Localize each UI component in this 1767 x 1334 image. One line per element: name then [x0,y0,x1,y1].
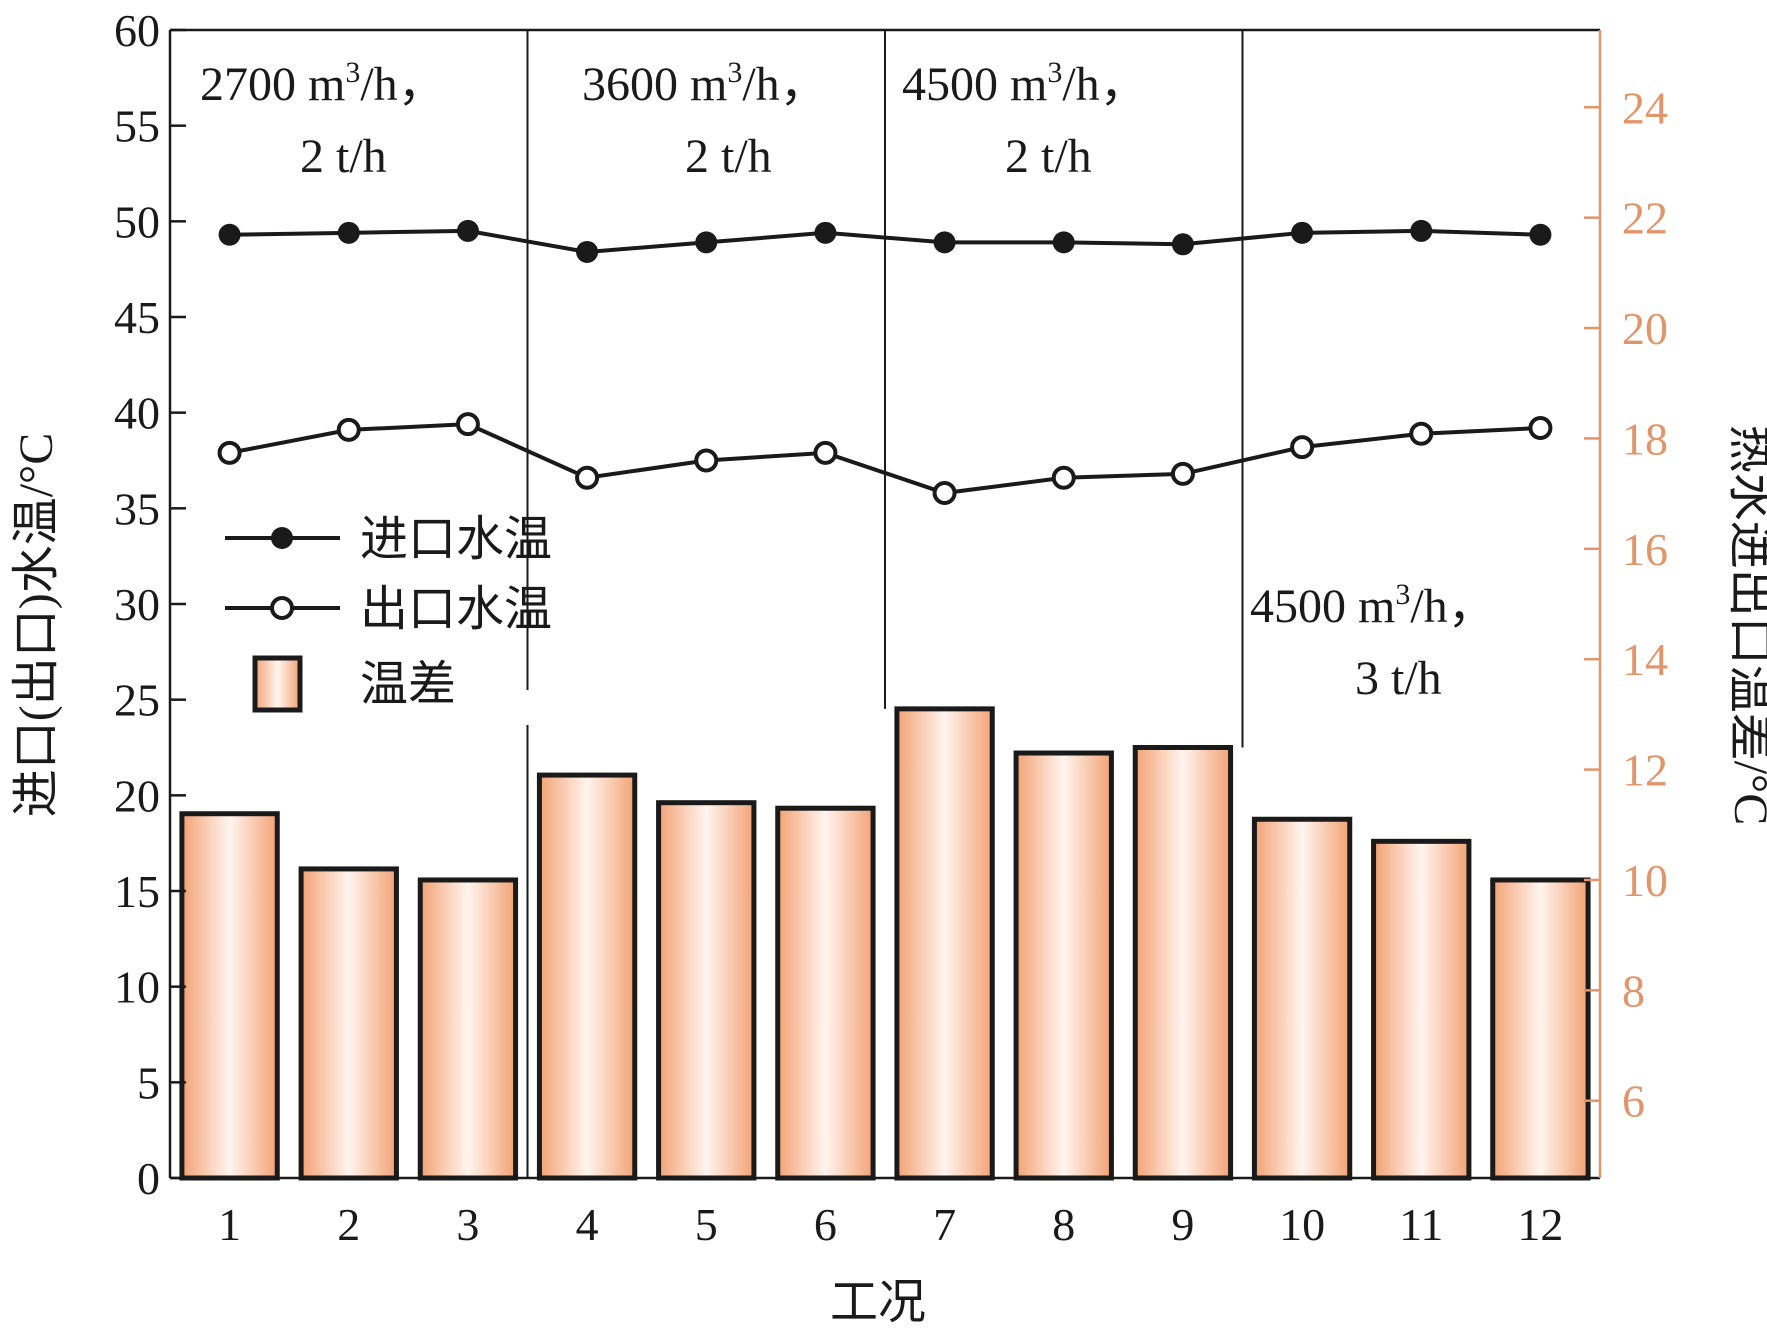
right-tick-label: 8 [1622,965,1645,1016]
outlet-point-5 [694,448,719,473]
x-tick-label-4: 4 [576,1199,599,1250]
x-tick-label-12: 12 [1517,1199,1563,1250]
inlet-point-1 [218,223,241,246]
left-tick-label: 55 [114,101,160,152]
left-tick-label: 5 [137,1057,160,1108]
right-tick-label: 6 [1622,1076,1645,1127]
outlet-point-10 [1290,435,1315,460]
right-tick-label: 14 [1622,634,1668,685]
inlet-point-12 [1529,223,1552,246]
inlet-point-4 [576,240,599,263]
bar-5 [656,800,757,1181]
x-tick-label-3: 3 [456,1199,479,1250]
bar-10 [1251,816,1353,1181]
left-tick-label: 10 [114,962,160,1013]
outlet-point-6 [813,440,838,465]
annotation-1-line2: 2 t/h [300,130,387,183]
bar-9 [1132,745,1234,1181]
legend-diff-swatch [252,655,303,713]
x-tick-label-7: 7 [933,1199,956,1250]
x-tick-label-8: 8 [1052,1199,1075,1250]
bar-series [179,706,1591,1181]
outlet-point-11 [1409,421,1434,446]
right-axis-ticks: 6 8 10 12 14 16 18 20 22 24 [1584,82,1668,1127]
left-tick-label: 35 [114,483,160,534]
outlet-point-1 [217,440,242,465]
left-tick-label: 40 [114,388,160,439]
annotation-1-line1: 2700 m3/h， [200,56,446,111]
inlet-point-10 [1291,221,1314,244]
legend-diff-label: 温差 [360,658,456,711]
x-tick-label-10: 10 [1279,1199,1325,1250]
right-tick-label: 16 [1622,524,1668,575]
legend-inlet-marker [271,527,293,549]
regime-annotations: 2700 m3/h， 2 t/h 3600 m3/h， 2 t/h 4500 m3/h，… [200,56,1496,705]
inlet-point-5 [695,231,718,254]
annotation-4-line2: 3 t/h [1355,652,1442,705]
bar-8 [1013,750,1114,1181]
outlet-point-4 [575,465,600,490]
x-axis-ticks: 1 2 3 4 5 6 7 8 9 10 11 12 [218,1199,1563,1250]
bar-11 [1371,838,1472,1181]
right-axis-title: 热水进出口温差/°C [1724,425,1767,826]
inlet-point-6 [814,221,837,244]
legend-outlet-marker [270,596,294,620]
left-tick-label: 0 [137,1153,160,1204]
annotation-4-line1: 4500 m3/h， [1250,578,1496,633]
outlet-point-9 [1170,461,1195,486]
x-tick-label-2: 2 [337,1199,360,1250]
line-series [217,219,1553,506]
left-tick-label: 20 [114,770,160,821]
inlet-point-2 [337,221,360,244]
annotation-2-line2: 2 t/h [685,130,772,183]
bar-4 [536,772,638,1181]
right-tick-label: 10 [1622,855,1668,906]
legend-outlet-label: 出口水温 [360,583,552,636]
bar-1 [179,811,280,1181]
regime-separators [526,30,1244,1178]
annotation-2-line1: 3600 m3/h， [582,56,828,111]
right-tick-label: 24 [1622,82,1668,133]
legend: 进口水温 出口水温 温差 [225,513,552,713]
left-tick-label: 45 [114,292,160,343]
outlet-point-12 [1528,415,1553,440]
series-line-inlet [229,228,1541,254]
inlet-point-9 [1171,233,1194,256]
bar-6 [775,805,876,1181]
left-tick-label: 15 [114,866,160,917]
left-tick-label: 50 [114,196,160,247]
x-tick-label-6: 6 [814,1199,837,1250]
x-axis-title: 工况 [830,1276,926,1329]
annotation-3-line1: 4500 m3/h， [902,56,1148,111]
x-tick-label-1: 1 [218,1199,241,1250]
right-tick-label: 12 [1622,745,1668,796]
right-tick-label: 22 [1622,193,1668,244]
x-tick-label-5: 5 [695,1199,718,1250]
right-tick-label: 18 [1622,413,1668,464]
outlet-point-2 [336,417,361,442]
bar-12 [1490,877,1591,1181]
outlet-point-7 [932,481,957,506]
bar-7 [894,706,995,1181]
left-tick-label: 25 [114,675,160,726]
left-axis-ticks: 0 5 10 15 20 25 30 35 40 45 50 55 60 [114,5,186,1204]
inlet-point-3 [456,219,479,242]
x-tick-label-9: 9 [1171,1199,1194,1250]
annotation-3-line2: 2 t/h [1005,130,1092,183]
left-axis-title: 进口(出口)水温/°C [10,433,63,818]
outlet-point-3 [455,412,480,437]
inlet-point-11 [1410,219,1433,242]
series-line-outlet [229,422,1541,496]
right-tick-label: 20 [1622,303,1668,354]
x-tick-label-11: 11 [1399,1199,1443,1250]
legend-inlet-label: 进口水温 [360,513,552,566]
left-tick-label: 60 [114,5,160,56]
inlet-point-8 [1052,231,1075,254]
bar-3 [417,877,519,1181]
inlet-point-7 [933,231,956,254]
left-tick-label: 30 [114,579,160,630]
bar-2 [298,866,399,1181]
outlet-point-8 [1051,465,1076,490]
